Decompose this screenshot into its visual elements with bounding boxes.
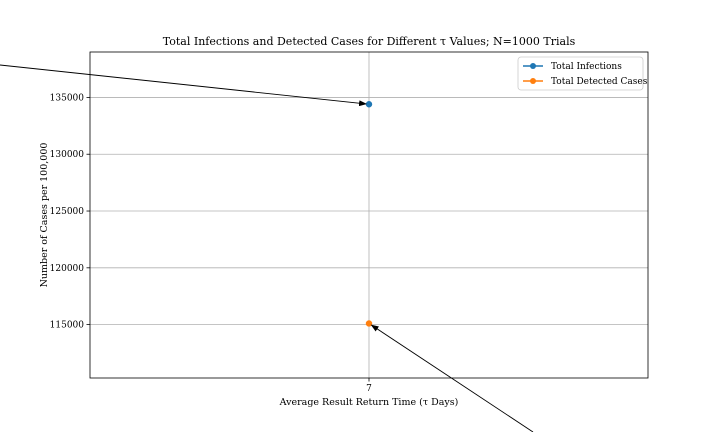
legend: Total Infections Total Detected Cases xyxy=(517,56,648,91)
legend-label: Total Detected Cases xyxy=(551,77,648,87)
annotation-arrow xyxy=(370,324,534,432)
y-axis-label: Number of Cases per 100,000 xyxy=(39,143,50,288)
x-axis-label: Average Result Return Time (τ Days) xyxy=(279,397,459,408)
annotation-arrow xyxy=(0,64,368,107)
legend-label: Total Infections xyxy=(551,62,622,72)
legend-marker xyxy=(530,78,536,84)
y-tick-label: 120000 xyxy=(50,264,85,274)
y-tick-label: 135000 xyxy=(50,93,85,103)
annotation-arrows xyxy=(0,64,534,432)
legend-box xyxy=(517,56,644,91)
y-tick-label: 115000 xyxy=(50,321,85,331)
legend-marker xyxy=(530,63,536,69)
grid xyxy=(90,52,648,378)
data-point-total-detected-cases xyxy=(365,320,373,327)
data-points xyxy=(365,101,373,327)
y-tick-label: 130000 xyxy=(50,150,85,160)
y-tick-label: 125000 xyxy=(50,207,85,217)
axis-ticks: 115000 120000 125000 130000 135000 7 xyxy=(50,93,372,394)
data-point-total-infections xyxy=(365,101,373,108)
chart-title: Total Infections and Detected Cases for … xyxy=(163,35,576,48)
x-tick-label: 7 xyxy=(366,384,372,394)
